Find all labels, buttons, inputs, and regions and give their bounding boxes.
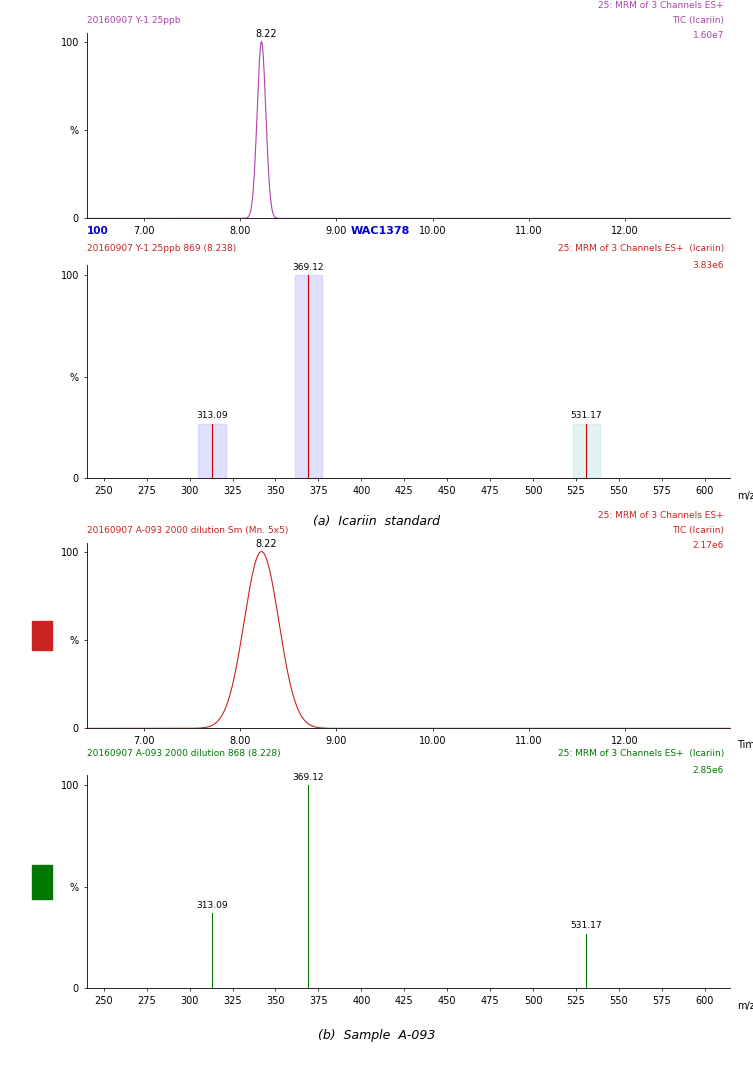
Text: TIC (Icariin): TIC (Icariin) (672, 526, 724, 535)
Text: 25: MRM of 3 Channels ES+  (Icariin): 25: MRM of 3 Channels ES+ (Icariin) (558, 244, 724, 252)
Text: 313.09: 313.09 (197, 412, 228, 420)
Text: Time: Time (737, 739, 753, 749)
Text: 2.85e6: 2.85e6 (693, 767, 724, 775)
Text: 8.22: 8.22 (255, 539, 277, 549)
Text: (a)  Icariin  standard: (a) Icariin standard (313, 515, 440, 529)
Bar (32, 620, 53, 651)
Text: 1.60e7: 1.60e7 (693, 32, 724, 40)
Text: 25: MRM of 3 Channels ES+: 25: MRM of 3 Channels ES+ (599, 1, 724, 11)
Text: 20160907 Y-1 25ppb 869 (8.238): 20160907 Y-1 25ppb 869 (8.238) (87, 244, 236, 252)
Text: 20160907 Y-1 25ppb: 20160907 Y-1 25ppb (87, 16, 180, 25)
Text: m/z: m/z (737, 491, 753, 501)
Bar (198, 424, 226, 478)
Bar (573, 424, 600, 478)
Text: 25: MRM of 3 Channels ES+  (Icariin): 25: MRM of 3 Channels ES+ (Icariin) (558, 749, 724, 758)
Text: 8.22: 8.22 (255, 29, 277, 39)
Text: 2.17e6: 2.17e6 (693, 542, 724, 550)
Text: 100: 100 (87, 226, 108, 236)
Text: m/z: m/z (737, 1001, 753, 1011)
Text: 531.17: 531.17 (571, 412, 602, 420)
Text: 313.09: 313.09 (197, 901, 228, 910)
Text: 531.17: 531.17 (571, 922, 602, 930)
Bar (32, 865, 53, 899)
Text: 3.83e6: 3.83e6 (693, 261, 724, 270)
Text: 369.12: 369.12 (292, 773, 324, 782)
Text: TIC (Icariin): TIC (Icariin) (672, 16, 724, 25)
Text: 369.12: 369.12 (292, 263, 324, 272)
Bar (294, 275, 322, 478)
Text: WAC1378: WAC1378 (351, 226, 410, 236)
Text: 20160907 A-093 2000 dilution 868 (8.228): 20160907 A-093 2000 dilution 868 (8.228) (87, 749, 280, 758)
Text: 20160907 A-093 2000 dilution Sm (Mn. 5x5): 20160907 A-093 2000 dilution Sm (Mn. 5x5… (87, 526, 288, 535)
Text: 25: MRM of 3 Channels ES+: 25: MRM of 3 Channels ES+ (599, 511, 724, 521)
Text: (b)  Sample  A-093: (b) Sample A-093 (318, 1029, 435, 1042)
